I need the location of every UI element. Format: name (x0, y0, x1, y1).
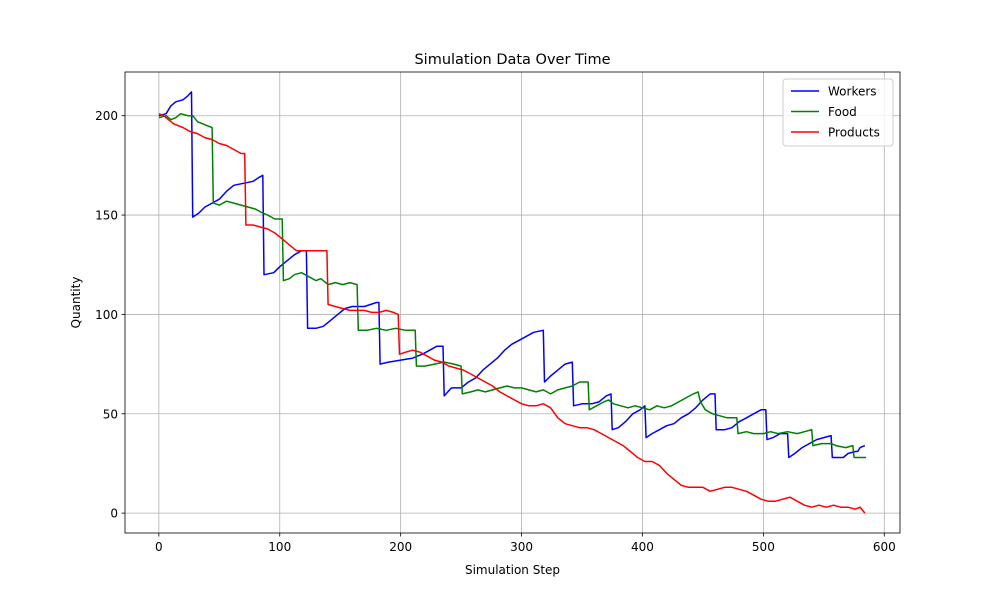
series-line-food (158, 112, 867, 459)
x-tick-label: 200 (389, 540, 412, 554)
x-axis-label: Simulation Step (465, 563, 560, 577)
legend-label-food: Food (828, 105, 857, 119)
y-tick-label: 200 (95, 109, 118, 123)
x-tick-label: 100 (268, 540, 291, 554)
grid (125, 72, 900, 533)
axis-ticks: 0 100 200 300 400 500 600 0 50 100 150 200 (95, 109, 896, 554)
chart-title: Simulation Data Over Time (414, 52, 610, 68)
x-tick-label: 400 (631, 540, 654, 554)
y-tick-label: 0 (110, 507, 118, 521)
y-axis-label: Quantity (69, 277, 83, 329)
y-tick-label: 50 (103, 407, 118, 421)
legend-label-workers: Workers (828, 85, 877, 99)
legend-label-products: Products (828, 126, 880, 140)
x-tick-label: 300 (510, 540, 533, 554)
axes-frame (124, 71, 901, 534)
y-tick-label: 150 (95, 209, 118, 223)
series-lines (158, 91, 867, 514)
legend: Workers Food Products (782, 78, 894, 147)
x-tick-label: 500 (752, 540, 775, 554)
series-line-products (158, 113, 866, 514)
x-tick-label: 0 (155, 540, 163, 554)
legend-box (782, 78, 894, 147)
x-tick-label: 600 (873, 540, 896, 554)
series-line-workers (158, 91, 866, 459)
y-tick-label: 100 (95, 308, 118, 322)
